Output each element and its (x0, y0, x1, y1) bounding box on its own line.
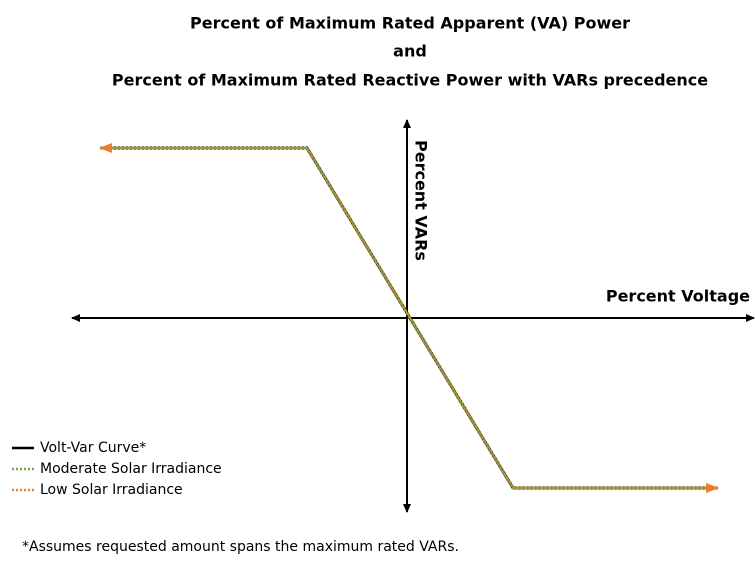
y-axis-label: Percent VARs (412, 140, 431, 261)
legend-label: Volt-Var Curve* (40, 440, 146, 456)
title-line: and (393, 42, 427, 61)
footnote: *Assumes requested amount spans the maxi… (22, 539, 459, 555)
title-line: Percent of Maximum Rated Reactive Power … (112, 71, 708, 90)
x-axis-label: Percent Voltage (606, 287, 750, 306)
legend-label: Low Solar Irradiance (40, 482, 183, 498)
low-curve (99, 143, 719, 493)
legend-label: Moderate Solar Irradiance (40, 461, 222, 477)
title-line: Percent of Maximum Rated Apparent (VA) P… (190, 14, 630, 33)
